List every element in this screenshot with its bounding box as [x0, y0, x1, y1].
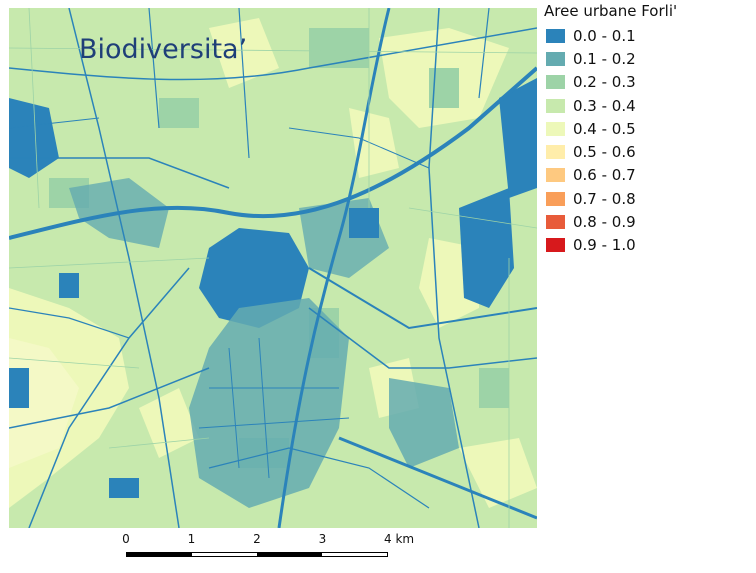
- scale-segment: [192, 553, 257, 556]
- legend-label: 0.2 - 0.3: [573, 73, 636, 92]
- scale-bar: 0 1 2 3 4 km: [110, 532, 440, 572]
- street-grid: [9, 8, 537, 528]
- legend-item: 0.6 - 0.7: [546, 164, 756, 187]
- scale-segment: [127, 553, 192, 556]
- legend-swatch: [546, 215, 565, 230]
- road-network: [9, 8, 537, 528]
- legend-label: 0.9 - 1.0: [573, 236, 636, 255]
- legend: Aree urbane Forli' 0.0 - 0.1 0.1 - 0.2 0…: [544, 0, 756, 257]
- legend-item: 0.9 - 1.0: [546, 234, 756, 257]
- legend-item: 0.4 - 0.5: [546, 117, 756, 140]
- legend-item: 0.5 - 0.6: [546, 140, 756, 163]
- scale-label: 2: [253, 532, 261, 546]
- map-title: Biodiversita’: [79, 34, 248, 65]
- scale-label: 1: [187, 532, 196, 546]
- legend-label: 0.1 - 0.2: [573, 49, 636, 68]
- legend-item: 0.8 - 0.9: [546, 210, 756, 233]
- legend-swatch: [546, 75, 565, 90]
- legend-swatch: [546, 191, 565, 206]
- legend-item: 0.3 - 0.4: [546, 94, 756, 117]
- scale-segment: [322, 553, 387, 556]
- legend-swatch: [546, 168, 565, 183]
- legend-label: 0.4 - 0.5: [573, 119, 636, 138]
- legend-swatch: [546, 121, 565, 136]
- scale-bar-graphic: [126, 552, 388, 557]
- legend-swatch: [546, 98, 565, 113]
- map-area[interactable]: Biodiversita’: [9, 8, 537, 528]
- scale-label: 0: [122, 532, 130, 546]
- legend-label: 0.0 - 0.1: [573, 26, 636, 45]
- legend-item: 0.1 - 0.2: [546, 47, 756, 70]
- legend-swatch: [546, 28, 565, 43]
- legend-label: 0.8 - 0.9: [573, 213, 636, 232]
- legend-item: 0.2 - 0.3: [546, 71, 756, 94]
- legend-list: 0.0 - 0.1 0.1 - 0.2 0.2 - 0.3 0.3 - 0.4 …: [546, 24, 756, 257]
- legend-item: 0.0 - 0.1: [546, 24, 756, 47]
- legend-item: 0.7 - 0.8: [546, 187, 756, 210]
- legend-label: 0.5 - 0.6: [573, 143, 636, 162]
- legend-swatch: [546, 145, 565, 160]
- map-canvas: [9, 8, 537, 528]
- legend-label: 0.6 - 0.7: [573, 166, 636, 185]
- scale-segment: [257, 553, 322, 556]
- legend-label: 0.7 - 0.8: [573, 189, 636, 208]
- legend-swatch: [546, 51, 565, 66]
- legend-swatch: [546, 238, 565, 253]
- scale-label: 4 km: [384, 532, 415, 546]
- legend-label: 0.3 - 0.4: [573, 96, 636, 115]
- legend-title: Aree urbane Forli': [544, 2, 678, 20]
- scale-label: 3: [318, 532, 327, 546]
